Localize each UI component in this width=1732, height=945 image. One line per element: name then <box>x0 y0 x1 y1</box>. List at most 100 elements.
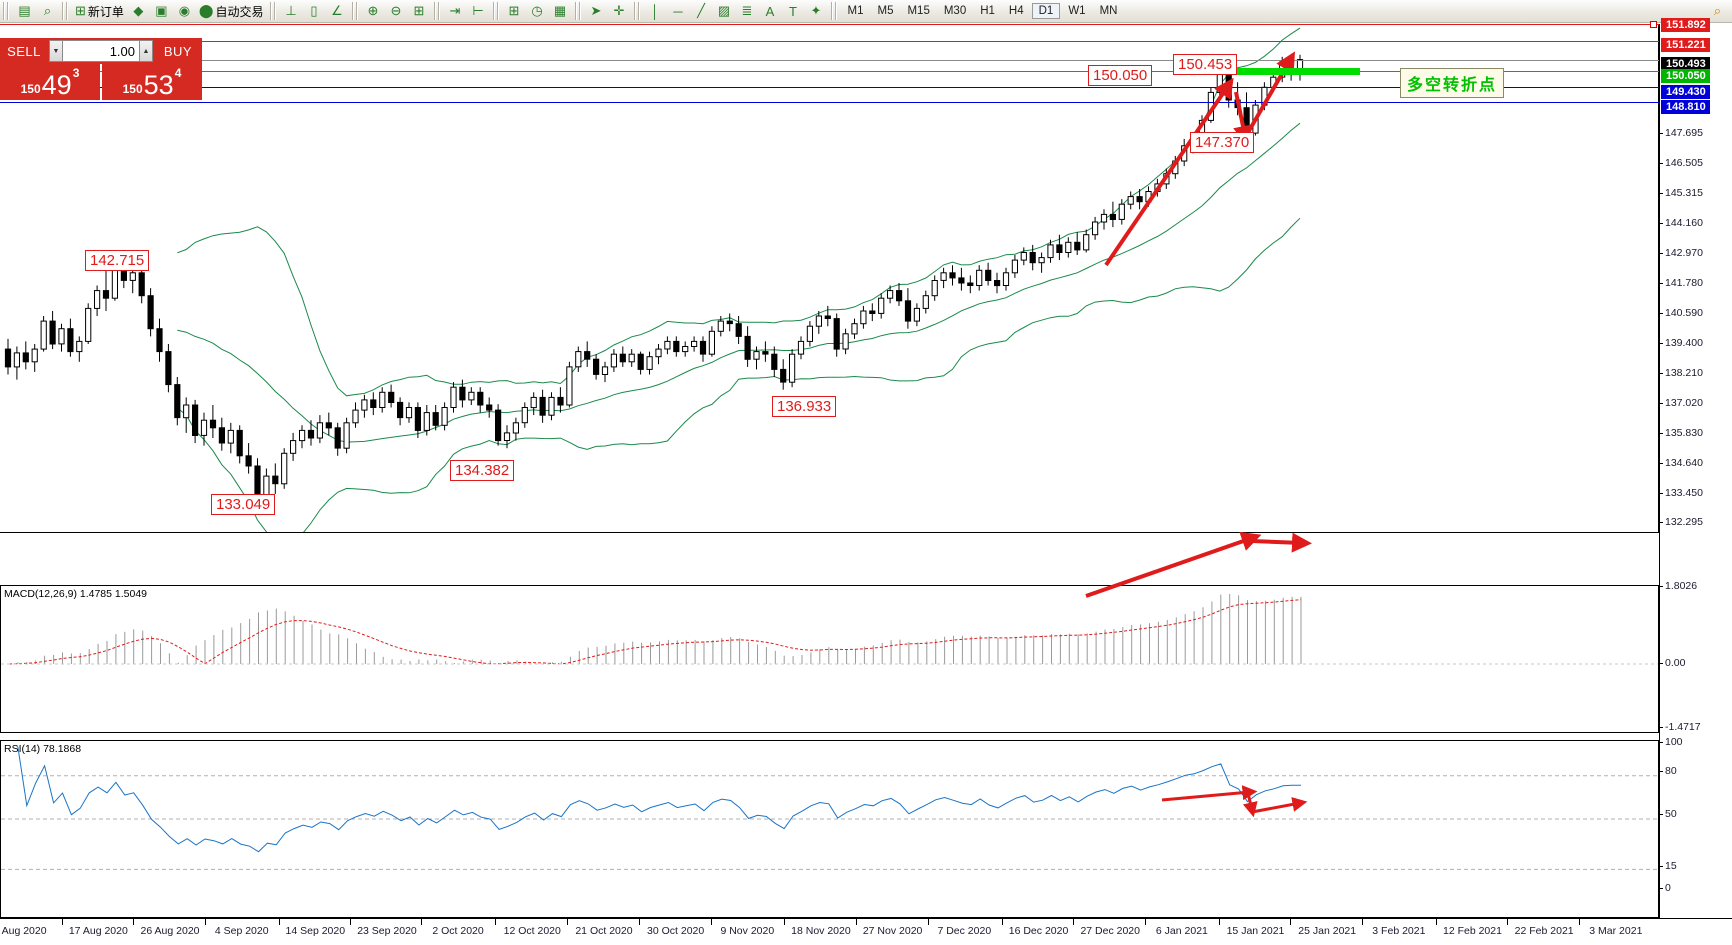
timeframe-m15[interactable]: M15 <box>907 5 930 17</box>
candle-body <box>459 386 466 401</box>
market-watch-icon[interactable]: ▤ <box>14 1 35 22</box>
data-window-icon[interactable]: ⌕ <box>37 1 58 22</box>
equidistant-channel-icon[interactable]: ▨ <box>714 1 735 22</box>
arrows-icon[interactable]: ✦ <box>806 1 827 22</box>
level-line[interactable] <box>0 41 1659 43</box>
text-label-icon: T <box>789 3 797 19</box>
bar-chart-icon[interactable]: ⊥ <box>281 1 302 22</box>
volume-increment-button[interactable]: ▲ <box>139 40 153 62</box>
crosshair-icon[interactable]: ✛ <box>609 1 630 22</box>
time-label: Aug 2020 <box>1 925 47 937</box>
indicators-icon[interactable]: ⊞ <box>504 1 525 22</box>
time-label: 22 Feb 2021 <box>1514 925 1574 937</box>
level-line[interactable] <box>0 70 1659 72</box>
toolbar-grip-6[interactable] <box>574 2 582 20</box>
price-axis[interactable]: 147.695 146.505 145.315 144.160 142.970 141.7… <box>1658 18 1732 918</box>
annot-147370[interactable]: 147.370 <box>1190 132 1255 153</box>
text-label-icon[interactable]: T <box>783 1 804 22</box>
timeframe-h4[interactable]: H4 <box>1008 5 1024 17</box>
annot-134382[interactable]: 134.382 <box>450 460 515 481</box>
timeframe-m30[interactable]: M30 <box>943 5 967 17</box>
vertical-line-icon[interactable]: │ <box>645 1 666 22</box>
toolbar-grip-7[interactable] <box>633 2 641 20</box>
candle-body <box>307 429 315 439</box>
time-label: 14 Sep 2020 <box>285 925 346 937</box>
timeframe-w1[interactable]: W1 <box>1068 5 1086 17</box>
time-axis[interactable]: Aug 2020 17 Aug 2020 26 Aug 2020 4 Sep 2020… <box>0 918 1732 945</box>
candle-body <box>601 366 609 375</box>
toolbar-grip-5[interactable] <box>492 2 500 20</box>
time-separator <box>1290 919 1292 925</box>
zoom-in-icon[interactable]: ⊕ <box>363 1 384 22</box>
annot-150050[interactable]: 150.050 <box>1088 65 1153 86</box>
new-order-icon[interactable]: ⊞ 新订单 <box>73 1 126 22</box>
chart-shift-icon[interactable]: ⊢ <box>468 1 489 22</box>
timeframe-d1[interactable]: D1 <box>1031 3 1061 19</box>
candle-body <box>486 404 493 411</box>
navigator-icon[interactable]: ▣ <box>151 1 172 22</box>
auto-scroll-icon[interactable]: ⇥ <box>445 1 466 22</box>
level-line[interactable] <box>0 24 1659 25</box>
candle-body <box>414 407 421 431</box>
trendline-icon[interactable]: ╱ <box>691 1 712 22</box>
level-handle[interactable] <box>1650 21 1657 28</box>
sell-price-display[interactable]: 150 49 3 <box>0 64 100 100</box>
autotrading-icon[interactable]: ⬤ 自动交易 <box>197 1 266 22</box>
price-chart-pane[interactable] <box>0 24 1659 533</box>
tile-windows-icon[interactable]: ⊞ <box>409 1 430 22</box>
sell-button[interactable]: SELL <box>0 38 48 64</box>
volume-input[interactable]: 1.00 <box>63 40 139 62</box>
timeframe-m1[interactable]: M1 <box>847 5 864 17</box>
toolbar-grip-4[interactable] <box>433 2 441 20</box>
candle-body <box>388 391 395 403</box>
macd-pane[interactable]: MACD(12,26,9) 1.4785 1.5049 <box>0 585 1659 733</box>
toolbar-grip-2[interactable] <box>269 2 277 20</box>
annot-150453[interactable]: 150.453 <box>1173 54 1238 75</box>
candle-body <box>1109 213 1117 220</box>
toolbar-grip-0[interactable] <box>3 2 10 20</box>
fibonacci-retracement-icon[interactable]: ≣ <box>737 1 758 22</box>
main-toolbar: ▤ ⌕ ⊞ 新订单 ◆ ▣ ◉ ⬤ 自动交易 ⊥ ▯ ∠ ⊕ ⊖ ⊞ ⇥ ⊢ ⊞ ◷ ▦ ➤ ✛ │ ─ ╱ ▨ ≣ A T ✦ M1 M5… <box>0 0 1732 23</box>
text-icon: A <box>765 3 775 19</box>
candle-body <box>682 346 689 353</box>
candle-body <box>780 368 787 383</box>
annot-cn-turning-point[interactable]: 多空转折点 <box>1400 68 1505 98</box>
candlestick-chart-icon[interactable]: ▯ <box>304 1 325 22</box>
cursor-icon[interactable]: ➤ <box>586 1 607 22</box>
periods-icon[interactable]: ◷ <box>527 1 548 22</box>
candle-body <box>1127 196 1134 205</box>
buy-button[interactable]: BUY <box>154 38 202 64</box>
rsi-pane[interactable]: RSI(14) 78.1868 <box>0 740 1659 918</box>
timeframe-m5[interactable]: M5 <box>877 5 894 17</box>
annot-133049[interactable]: 133.049 <box>211 494 276 515</box>
candle-body <box>495 409 502 442</box>
search-icon[interactable]: ⌕ <box>1713 3 1722 18</box>
volume-decrement-button[interactable]: ▼ <box>49 40 63 62</box>
timeframe-mn[interactable]: MN <box>1099 5 1118 17</box>
zoom-in-icon: ⊕ <box>367 3 379 18</box>
timeframe-h1[interactable]: H1 <box>980 5 995 17</box>
signals-icon[interactable]: ◉ <box>174 1 195 22</box>
templates-icon[interactable]: ▦ <box>550 1 571 22</box>
annot-136933[interactable]: 136.933 <box>772 396 837 417</box>
trend-arrow[interactable] <box>1251 532 1312 553</box>
level-line[interactable] <box>0 86 1659 88</box>
text-icon[interactable]: A <box>760 1 781 22</box>
support-zone-marker[interactable] <box>1228 67 1360 75</box>
horizontal-line-icon: ─ <box>673 3 683 19</box>
toolbar-grip-3[interactable] <box>351 2 359 20</box>
annot-142715[interactable]: 142.715 <box>85 250 150 271</box>
level-line[interactable] <box>0 102 1659 104</box>
strategy-tester-icon[interactable]: ◆ <box>128 1 149 22</box>
horizontal-line-icon[interactable]: ─ <box>668 1 689 22</box>
toolbar-grip-1[interactable] <box>62 2 69 20</box>
toolbar-grip[interactable] <box>830 2 838 20</box>
line-chart-icon[interactable]: ∠ <box>327 1 348 22</box>
buy-price-display[interactable]: 150 53 4 <box>102 64 202 100</box>
candle-body <box>931 280 938 297</box>
level-line[interactable] <box>0 59 1659 61</box>
candle-body <box>325 422 332 429</box>
candle-body <box>637 353 644 370</box>
one-click-trading-panel[interactable]: SELL ▼ 1.00 ▲ BUY 150 49 3 150 53 4 <box>0 38 202 100</box>
zoom-out-icon[interactable]: ⊖ <box>386 1 407 22</box>
